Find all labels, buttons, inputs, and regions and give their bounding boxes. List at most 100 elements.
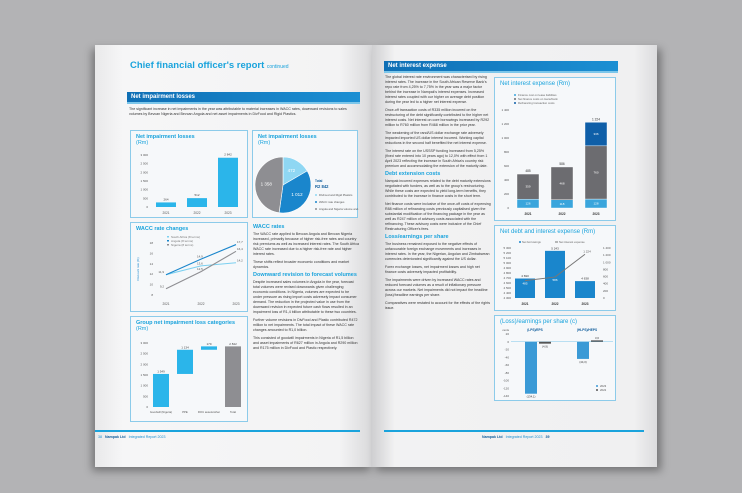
chart-unit: (Rm) [136, 140, 149, 146]
y-tick-label: 3 000 [140, 341, 148, 345]
bar [575, 281, 595, 298]
bar [525, 341, 537, 394]
section-bar-net-impairment: Net impairment losses [127, 92, 360, 104]
chart-title: WACC rate changes [136, 226, 189, 232]
chart-unit: (Rm) [258, 140, 271, 146]
data-label: 12,5 [197, 267, 203, 271]
chart-unit: (Rm) [581, 229, 596, 235]
legend-marker [514, 94, 516, 96]
legend-label: Angola and Nigeria volume and other revi… [319, 207, 359, 211]
paragraph: The impairments were driven by increased… [385, 278, 488, 297]
data-label: 1 134 [181, 345, 189, 349]
series-line [165, 244, 237, 276]
legend-marker [519, 241, 521, 243]
y-tick-label: 800 [603, 267, 608, 271]
footer: 38 Nampak Ltd Integrated Report 2023 [98, 435, 166, 439]
y-tick-label: 1 000 [501, 136, 509, 140]
y-tick-label: 4 900 [503, 266, 511, 270]
y-tick-label: 16 [150, 251, 154, 255]
y-tick-label: 18 [150, 241, 154, 245]
y-tick-label: -140 [503, 394, 509, 398]
wacc-line-chart: WACC rate changes 8 10 12 14 16 18 Discount ra… [130, 222, 248, 312]
pie-slice [278, 170, 312, 214]
data-label: 4 638 [581, 277, 589, 281]
line-label: 1 224 [583, 249, 591, 253]
x-tick-label: 2023 [224, 211, 231, 215]
legend-marker [167, 244, 169, 246]
bar [515, 278, 535, 298]
y-tick-label: 2 500 [140, 162, 148, 166]
bar [177, 349, 193, 374]
bar [218, 157, 238, 207]
net-debt-chart: Net debt and interest expense (Rm) 4 300… [494, 225, 616, 311]
bar [591, 340, 603, 342]
legend-label: Refinancing transaction costs [518, 101, 555, 105]
y-tick-label: 4 800 [503, 271, 511, 275]
intro-text: The significant increase in net impairme… [129, 107, 347, 116]
x-tick-label: 2021 [162, 211, 169, 215]
footer-rule [95, 430, 360, 432]
segment-label: 359 [525, 185, 530, 189]
bar [225, 346, 241, 407]
x-tick-label: 2022 [551, 302, 558, 306]
x-tick-label: 2022 [197, 302, 204, 306]
y-tick-label: 1 200 [603, 253, 611, 257]
y-tick-label: -60 [505, 363, 510, 367]
x-tick-label: PPE [182, 410, 188, 414]
paragraph: Once-off transaction costs of R335 milli… [385, 108, 490, 127]
section-bar-net-interest: Net interest expense [384, 61, 618, 73]
bar [201, 346, 217, 350]
pie-slice [254, 156, 284, 214]
data-label: 179 [206, 342, 211, 346]
segment-label: 118 [560, 202, 565, 206]
x-tick-label: 2023 [581, 302, 588, 306]
bar-segment [550, 166, 574, 200]
slice-label: 1 012 [291, 192, 303, 197]
legend-marker [514, 98, 516, 100]
paragraph: Despite increased sales volumes in Angol… [253, 280, 357, 314]
data-label: (134,1) [527, 395, 536, 399]
data-label: 512 [194, 193, 199, 197]
segment-label: 126 [525, 202, 530, 206]
y-tick-label: -100 [503, 379, 509, 383]
paragraph: Nampak incurred expenses related to the … [385, 179, 491, 198]
y-tick-label: 2 500 [140, 352, 148, 356]
y-tick-label: 0 [507, 340, 509, 344]
debt-heading: Debt extension costs [385, 171, 441, 177]
x-tick-label: ROU assets/other [198, 410, 220, 414]
y-tick-label: 4 600 [503, 281, 511, 285]
y-tick-label: 500 [143, 394, 148, 398]
paragraph: The interest rate on the USSSP funding i… [385, 149, 488, 168]
x-tick-label: 2021 [521, 302, 528, 306]
y-tick-label: 0 [603, 296, 605, 300]
paragraph: This consisted of goodwill impairments i… [253, 336, 358, 350]
paragraph: Further volume revisions in DivFood and … [253, 318, 358, 332]
paragraph: These shifts reflect broader economic co… [253, 260, 350, 269]
legend-marker [596, 385, 598, 387]
paragraph: The global interest rate environment was… [385, 75, 487, 104]
y-tick-label: 5 200 [503, 251, 511, 255]
x-tick-label: 2023 [592, 212, 599, 216]
legend-label: Angola (8 terms) [171, 239, 193, 243]
series-line [165, 262, 237, 276]
left-page: Chief financial officer's report continu… [95, 45, 373, 467]
bar-segment [584, 122, 608, 147]
data-label: 3,6 [595, 336, 599, 340]
y-tick-label: 1 200 [501, 122, 509, 126]
interest-line [524, 253, 586, 282]
chart-title: Net debt and interest expense [500, 229, 581, 235]
volumes-heading: Downward revision to forecast volumes [253, 272, 357, 278]
bar [187, 198, 207, 207]
group-label: (HLPS)/HEPS [577, 328, 597, 332]
legend-marker [315, 201, 317, 203]
legend-marker [555, 241, 558, 243]
y-tick-label: 5 000 [503, 261, 511, 265]
y-tick-label: 4 500 [503, 286, 511, 290]
legend-marker [596, 389, 598, 391]
y-tick-label: 4 700 [503, 276, 511, 280]
footer-rule [384, 430, 644, 432]
group-label: (LPS)/EPS [527, 328, 543, 332]
paragraph: Net finance costs were inclusive of the … [385, 202, 491, 231]
y-tick-label: 1 400 [603, 246, 611, 250]
total-value: R2 842 [315, 184, 329, 189]
